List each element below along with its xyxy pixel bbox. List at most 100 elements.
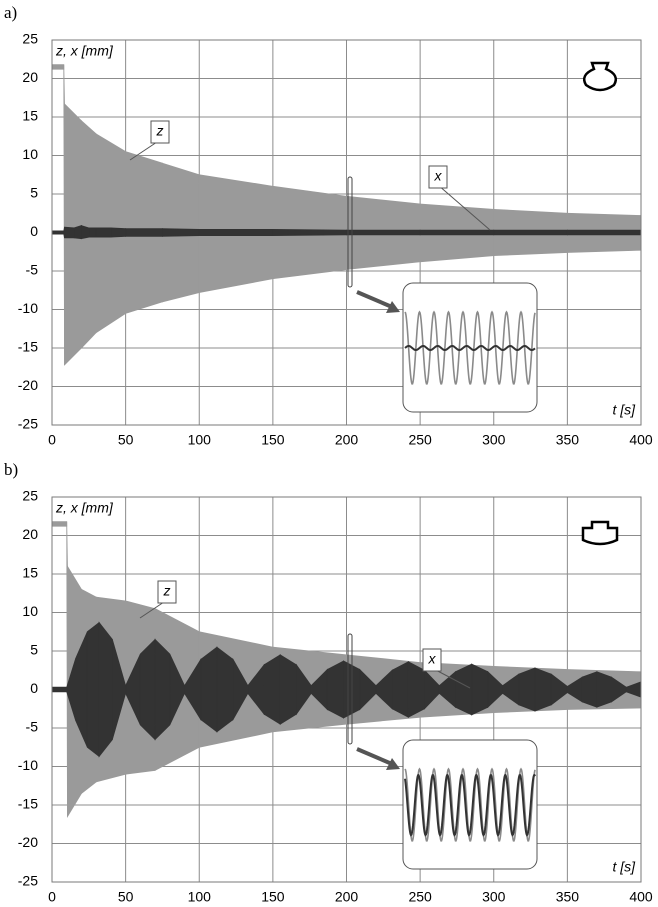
band-segment <box>471 663 489 716</box>
y-tick-label: -5 <box>26 719 39 735</box>
band-segment <box>88 227 97 238</box>
x-tick-label: 0 <box>48 889 56 905</box>
y-axis-label: z, x [mm] <box>55 43 114 59</box>
x-tick-label: 350 <box>556 432 580 448</box>
y-tick-label: -10 <box>18 757 38 773</box>
xlabel-bg <box>605 401 639 421</box>
band-segment <box>81 225 90 240</box>
x-tick-label: 50 <box>118 432 134 448</box>
x-tick-label: 400 <box>629 889 653 905</box>
series-band <box>51 225 642 240</box>
x-tick-label: 0 <box>48 432 56 448</box>
band-segment <box>73 225 82 240</box>
inset-wave <box>404 767 536 842</box>
callout-box <box>428 165 448 189</box>
band-segment <box>596 671 612 708</box>
band-segment <box>95 227 112 238</box>
y-tick-label: 0 <box>30 223 38 239</box>
band-segment <box>581 671 598 708</box>
y-tick-label: -15 <box>18 339 38 355</box>
x-tick-label: 200 <box>335 432 359 448</box>
series-band <box>51 621 642 758</box>
inset-wave <box>404 310 536 385</box>
series-label: x <box>428 651 437 667</box>
callout-line <box>437 184 491 231</box>
y-tick-label: 25 <box>22 31 38 47</box>
shape-icon <box>581 520 619 546</box>
y-tick-label: 10 <box>22 603 38 619</box>
band-segment <box>64 226 75 239</box>
plot-frame <box>51 496 642 883</box>
y-tick-label: -25 <box>18 873 38 889</box>
band-segment <box>198 229 274 236</box>
y-tick-label: 15 <box>22 565 38 581</box>
band-segment <box>154 638 171 741</box>
inset-wave <box>404 773 536 837</box>
x-tick-label: 300 <box>482 889 506 905</box>
panel-label: b) <box>4 460 18 479</box>
y-tick-label: 5 <box>30 185 38 201</box>
band-segment <box>139 638 156 741</box>
y-tick-label: 15 <box>22 108 38 124</box>
y-tick-label: -20 <box>18 834 38 850</box>
band-segment <box>346 229 421 236</box>
band-segment <box>51 230 65 235</box>
band-segment <box>51 64 65 70</box>
plot-frame <box>51 39 642 426</box>
band-segment <box>200 646 218 733</box>
band-segment <box>279 654 297 725</box>
zoom-arrow-head <box>386 301 400 313</box>
band-segment <box>518 667 536 712</box>
band-segment <box>455 663 473 716</box>
x-tick-label: 250 <box>408 432 432 448</box>
zoom-marker <box>347 176 353 288</box>
x-tick-label: 150 <box>261 432 285 448</box>
y-tick-label: -15 <box>18 796 38 812</box>
band-segment <box>391 661 409 718</box>
shape-icon <box>583 61 617 92</box>
series-label: z <box>163 583 171 599</box>
band-segment <box>493 229 568 236</box>
callout-box <box>422 648 442 672</box>
y-tick-label: 0 <box>30 680 38 696</box>
zoom-arrow <box>356 747 393 766</box>
x-axis-label: t [s] <box>612 402 636 418</box>
series-label: z <box>156 123 164 139</box>
x-axis-label: t [s] <box>612 859 636 875</box>
zoom-arrow-head <box>386 758 400 770</box>
band-segment <box>419 229 495 236</box>
zoom-arrow <box>356 290 393 309</box>
xlabel-bg <box>605 858 639 878</box>
y-tick-label: 5 <box>30 642 38 658</box>
band-segment <box>263 654 281 725</box>
band-segment <box>162 228 200 237</box>
band-segment <box>51 521 68 527</box>
panel-label: a) <box>4 3 17 22</box>
x-tick-label: 100 <box>188 432 212 448</box>
y-tick-label: 25 <box>22 488 38 504</box>
x-tick-label: 50 <box>118 889 134 905</box>
inset-box <box>402 739 538 870</box>
y-tick-label: -20 <box>18 377 38 393</box>
ylabel-bg <box>53 499 123 519</box>
callout-box <box>157 580 177 604</box>
x-tick-label: 200 <box>335 889 359 905</box>
band-segment <box>98 621 113 758</box>
inset-wave <box>404 345 536 351</box>
band-segment <box>125 228 163 237</box>
ylabel-bg <box>53 42 123 62</box>
zoom-marker <box>347 633 353 745</box>
band-segment <box>272 229 347 236</box>
x-tick-label: 350 <box>556 889 580 905</box>
band-segment <box>326 660 344 719</box>
y-tick-label: -25 <box>18 416 38 432</box>
y-tick-label: -10 <box>18 300 38 316</box>
y-tick-label: -5 <box>26 262 39 278</box>
y-tick-label: 20 <box>22 69 38 85</box>
y-tick-label: 10 <box>22 146 38 162</box>
band-segment <box>216 646 234 733</box>
x-tick-label: 250 <box>408 889 432 905</box>
callout-box <box>150 120 170 144</box>
series-label: x <box>434 168 443 184</box>
